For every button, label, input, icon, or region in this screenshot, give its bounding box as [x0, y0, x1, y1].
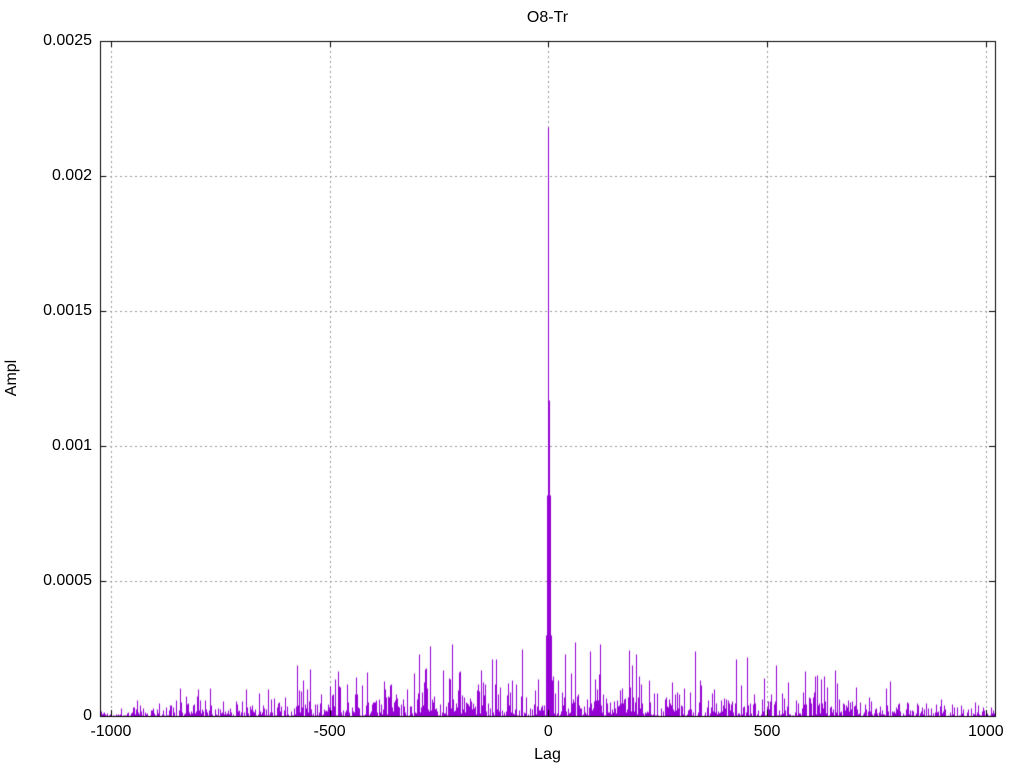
chart-title: O8-Tr [526, 9, 569, 26]
x-tick-label: 0 [543, 723, 553, 740]
y-tick-label: 0.0015 [43, 302, 92, 319]
y-tick-label: 0.002 [51, 167, 92, 184]
x-tick-label: 1000 [968, 723, 1004, 740]
y-tick-label: 0.0025 [43, 32, 92, 49]
x-tick-label: -1000 [90, 723, 132, 740]
y-axis-label: Ampl [3, 359, 20, 397]
y-tick-label: 0.0005 [43, 572, 92, 589]
x-tick-label: 500 [753, 723, 781, 740]
y-tick-label: 0.001 [51, 437, 92, 454]
x-axis-label: Lag [534, 746, 561, 763]
x-tick-label: -500 [313, 723, 346, 740]
y-tick-label: 0 [83, 707, 92, 724]
